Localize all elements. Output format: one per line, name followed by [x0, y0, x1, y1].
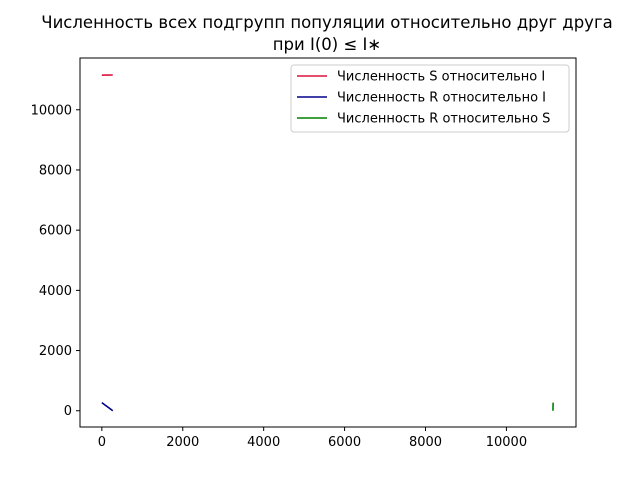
- chart-title-line-1: Численность всех подгрупп популяции отно…: [41, 13, 612, 32]
- legend-box: [290, 64, 570, 133]
- legend-label-3: Численность R относительно S: [337, 112, 550, 127]
- y-tick-label: 8000: [39, 163, 72, 178]
- x-tick-label: 6000: [328, 435, 361, 450]
- y-tick-label: 4000: [39, 284, 72, 299]
- x-axis: 0 2000 4000 6000 8000 10000: [98, 427, 527, 450]
- x-tick-label: 8000: [409, 435, 442, 450]
- x-tick-label: 2000: [166, 435, 199, 450]
- x-tick-label: 4000: [247, 435, 280, 450]
- legend-label-1: Численность S относительно I: [337, 70, 545, 85]
- series-layer: [101, 74, 554, 412]
- y-tick-label: 10000: [31, 103, 72, 118]
- y-tick-label: 0: [64, 404, 72, 419]
- plot-area-frame: [79, 57, 577, 428]
- legend: Численность S относительно I Численность …: [290, 64, 570, 133]
- x-tick-label: 0: [98, 435, 106, 450]
- y-tick-label: 2000: [39, 344, 72, 359]
- y-axis: 0 2000 4000 6000 8000 10000: [31, 103, 80, 419]
- y-tick-label: 6000: [39, 224, 72, 239]
- x-tick-label: 10000: [486, 435, 527, 450]
- legend-label-2: Численность R относительно I: [337, 91, 546, 106]
- series-line-2: [101, 401, 114, 412]
- chart-title-line-2: при I(0) ≤ I∗: [273, 35, 381, 54]
